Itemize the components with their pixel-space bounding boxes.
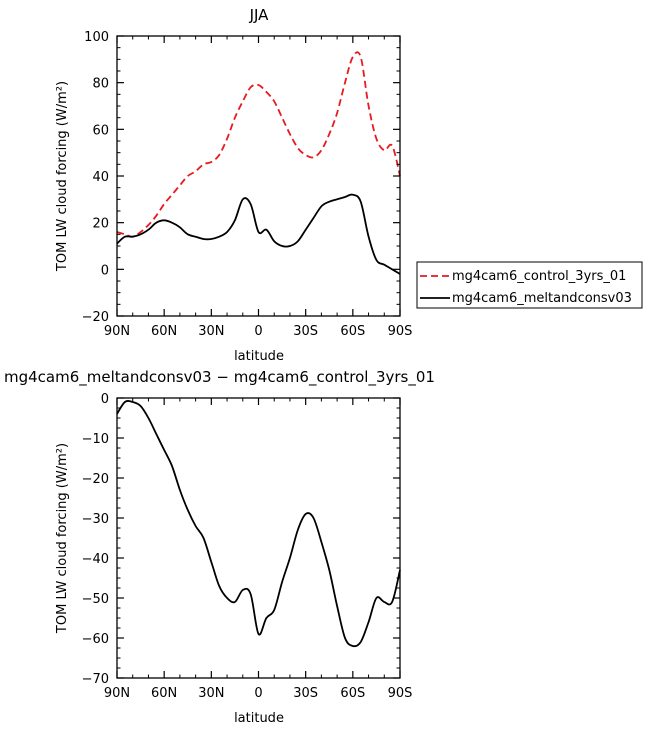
- top-plot-area: [116, 35, 401, 317]
- legend-label-meltandconsv03: mg4cam6_meltandconsv03: [452, 291, 632, 306]
- top-x-tick-label: 90S: [388, 324, 413, 339]
- top-y-tick-label: −20: [82, 310, 109, 325]
- top-plot-frame: [116, 35, 401, 317]
- top-x-tick-label: 90N: [104, 324, 130, 339]
- bottom-x-tick-label: 60S: [340, 686, 365, 701]
- top-panel-title: JJA: [249, 6, 270, 24]
- bottom-y-tick-label: −60: [82, 632, 109, 647]
- bottom-x-tick-label: 90N: [104, 686, 130, 701]
- bottom-plot-area: [116, 397, 401, 679]
- bottom-x-axis: 90N 60N 30N 0 30S 60S 90S: [104, 398, 413, 701]
- top-x-tick-label: 0: [254, 324, 262, 339]
- top-x-tick-label: 60S: [340, 324, 365, 339]
- bottom-x-tick-label: 30N: [198, 686, 224, 701]
- bottom-y-tick-label: 0: [101, 392, 109, 407]
- bottom-series-line-0: [116, 400, 401, 648]
- bottom-y-tick-label: −30: [82, 512, 109, 527]
- bottom-y-tick-label: −10: [82, 432, 109, 447]
- legend-label-control: mg4cam6_control_3yrs_01: [452, 269, 626, 284]
- bottom-y-tick-label: −50: [82, 592, 109, 607]
- bottom-panel-title: mg4cam6_meltandconsv03 − mg4cam6_control…: [4, 368, 435, 387]
- bottom-panel: mg4cam6_meltandconsv03 − mg4cam6_control…: [4, 368, 435, 726]
- bottom-y-tick-label: −20: [82, 472, 109, 487]
- bottom-x-axis-label: latitude: [234, 711, 284, 726]
- bottom-x-tick-label: 30S: [293, 686, 318, 701]
- top-y-tick-label: 40: [92, 170, 109, 185]
- top-x-tick-label: 30S: [293, 324, 318, 339]
- legend-box: [416, 261, 643, 309]
- top-y-tick-label: 0: [101, 263, 109, 278]
- legend: mg4cam6_control_3yrs_01 mg4cam6_meltandc…: [416, 261, 643, 309]
- top-y-tick-label: 60: [92, 123, 109, 138]
- top-y-tick-label: 100: [84, 30, 109, 45]
- bottom-y-axis: −70 −60 −50 −40 −30 −20 −10 0: [82, 392, 400, 687]
- top-x-tick-label: 60N: [151, 324, 177, 339]
- top-x-axis: 90N 60N 30N 0 30S 60S 90S: [104, 36, 413, 339]
- top-x-axis-label: latitude: [234, 349, 284, 364]
- top-x-tick-label: 30N: [198, 324, 224, 339]
- bottom-y-tick-label: −40: [82, 552, 109, 567]
- top-y-tick-label: 20: [92, 217, 109, 232]
- top-series-line-1: [116, 193, 401, 275]
- top-y-axis-label: TOM LW cloud forcing (W/m²): [55, 81, 70, 272]
- top-series-line-0: [116, 51, 401, 238]
- top-y-axis: −20 0 20 40 60 80 100: [82, 30, 400, 325]
- bottom-y-tick-label: −70: [82, 672, 109, 687]
- bottom-x-tick-label: 60N: [151, 686, 177, 701]
- bottom-y-axis-label: TOM LW cloud forcing (W/m²): [55, 443, 70, 634]
- top-y-tick-label: 80: [92, 77, 109, 92]
- bottom-x-tick-label: 0: [254, 686, 262, 701]
- bottom-x-tick-label: 90S: [388, 686, 413, 701]
